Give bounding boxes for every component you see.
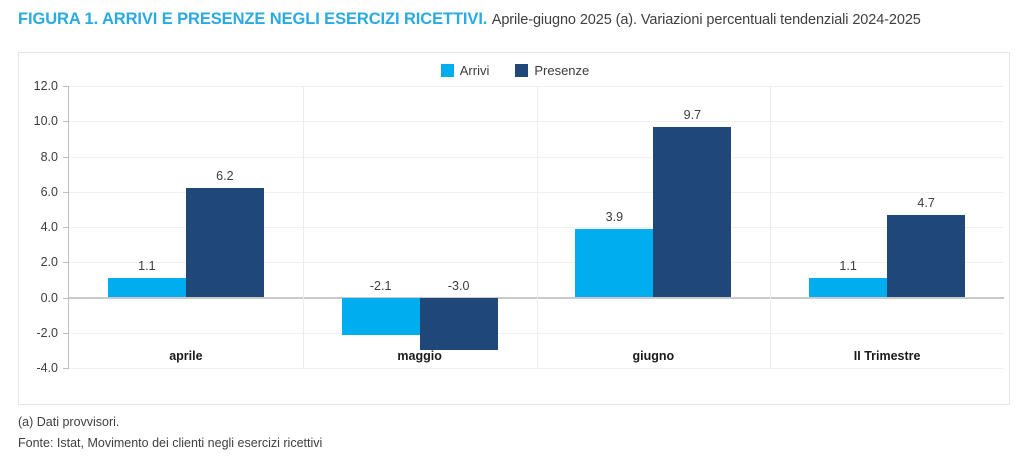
y-axis-tick [63, 332, 69, 334]
y-axis-tick-label: 12.0 [33, 79, 58, 93]
legend-item-presenze[interactable]: Presenze [515, 63, 589, 78]
y-axis-tick-label: 6.0 [40, 184, 58, 199]
legend-label: Arrivi [459, 63, 490, 78]
footnote-source: Fonte: Istat, Movimento dei clienti negl… [18, 436, 323, 450]
bar-value-label: 3.9 [605, 209, 624, 224]
footnote-provisional: (a) Dati provvisori. [18, 415, 120, 429]
x-axis-category-label: giugno [632, 349, 675, 363]
y-axis-tick [63, 262, 69, 264]
chart-container: Arrivi Presenze 12.0 10.0 8.0 6.0 4.0 2.0 0.0 -2… [18, 52, 1010, 405]
bar-value-label: 1.1 [839, 259, 857, 274]
bar-presenze-0[interactable] [185, 188, 264, 298]
y-axis-tick-label: -4.0 [36, 361, 58, 375]
bar-value-label: -2.1 [369, 278, 392, 293]
y-axis-tick-label: 4.0 [40, 220, 58, 234]
bar-value-label: -3.0 [447, 278, 470, 293]
y-axis-tick [63, 121, 69, 123]
y-axis-tick-label: 0.0 [40, 290, 58, 305]
y-axis-tick [63, 156, 69, 158]
x-axis-category-label: II Trimestre [853, 349, 921, 363]
y-axis-tick-label: 10.0 [33, 114, 58, 129]
category-separator [536, 86, 538, 368]
y-axis-tick [63, 368, 69, 369]
y-axis-tick [63, 227, 69, 228]
bar-presenze-3[interactable] [887, 214, 966, 298]
plot-area: 12.0 10.0 8.0 6.0 4.0 2.0 0.0 -2.0 -4.0 1.1 6.2 -2.… [34, 79, 1004, 375]
page-title: FIGURA 1. ARRIVI E PRESENZE NEGLI ESERCI… [18, 10, 488, 28]
category-separator [770, 86, 772, 368]
figure-header: FIGURA 1. ARRIVI E PRESENZE NEGLI ESERCI… [18, 10, 1013, 29]
legend-swatch-icon [515, 64, 529, 77]
bar-value-label: 4.7 [917, 195, 935, 210]
legend-item-arrivi[interactable]: Arrivi [440, 63, 490, 78]
bar-arrivi-3[interactable] [809, 278, 888, 298]
category-separator [302, 86, 304, 368]
bar-presenze-1[interactable] [419, 297, 498, 351]
y-axis-tick-label: 8.0 [40, 149, 58, 164]
y-axis-tick [63, 86, 69, 87]
legend-label: Presenze [534, 63, 590, 78]
bar-value-label: 1.1 [138, 259, 156, 274]
gridline [69, 368, 1004, 369]
bar-arrivi-0[interactable] [107, 278, 186, 298]
chart-legend: Arrivi Presenze [19, 63, 1011, 78]
bar-value-label: 6.2 [216, 169, 234, 184]
bar-value-label: 9.7 [683, 107, 702, 122]
figure-subtitle: Aprile-giugno 2025 (a). Variazioni perce… [491, 12, 921, 28]
y-axis-tick [63, 297, 69, 299]
y-axis-tick-label: -2.0 [36, 325, 58, 340]
bar-arrivi-2[interactable] [575, 228, 654, 298]
y-axis-tick [63, 191, 69, 193]
bar-arrivi-1[interactable] [341, 297, 420, 335]
footnotes: (a) Dati provvisori. Fonte: Istat, Movim… [18, 412, 998, 454]
x-axis-category-label: maggio [397, 349, 442, 363]
x-axis-category-label: aprile [169, 349, 203, 363]
y-axis-tick-label: 2.0 [40, 255, 58, 270]
legend-swatch-icon [440, 64, 454, 77]
bar-presenze-2[interactable] [653, 126, 732, 298]
